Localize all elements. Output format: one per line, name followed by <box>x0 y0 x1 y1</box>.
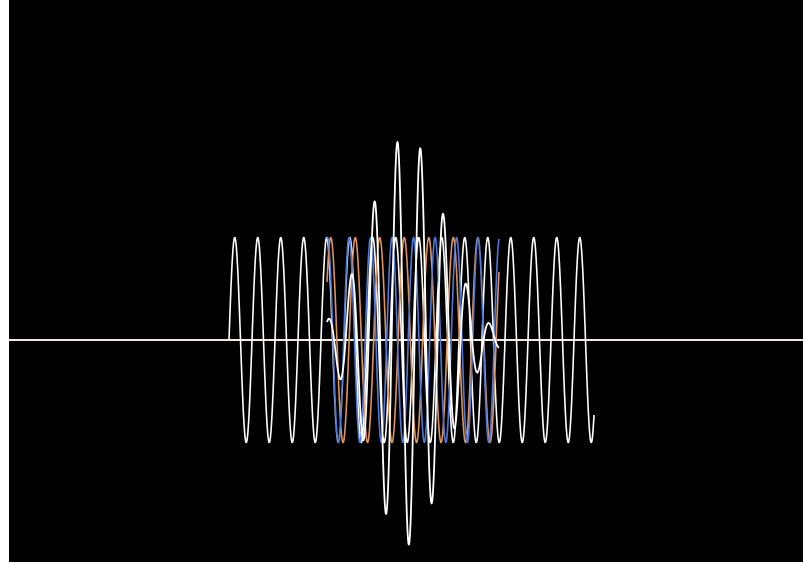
waveform-plot <box>9 141 803 546</box>
oscilloscope-screen <box>9 0 803 562</box>
waveform-sum <box>326 141 500 546</box>
waveform-wave-c <box>326 236 500 444</box>
series-layer <box>228 141 595 546</box>
